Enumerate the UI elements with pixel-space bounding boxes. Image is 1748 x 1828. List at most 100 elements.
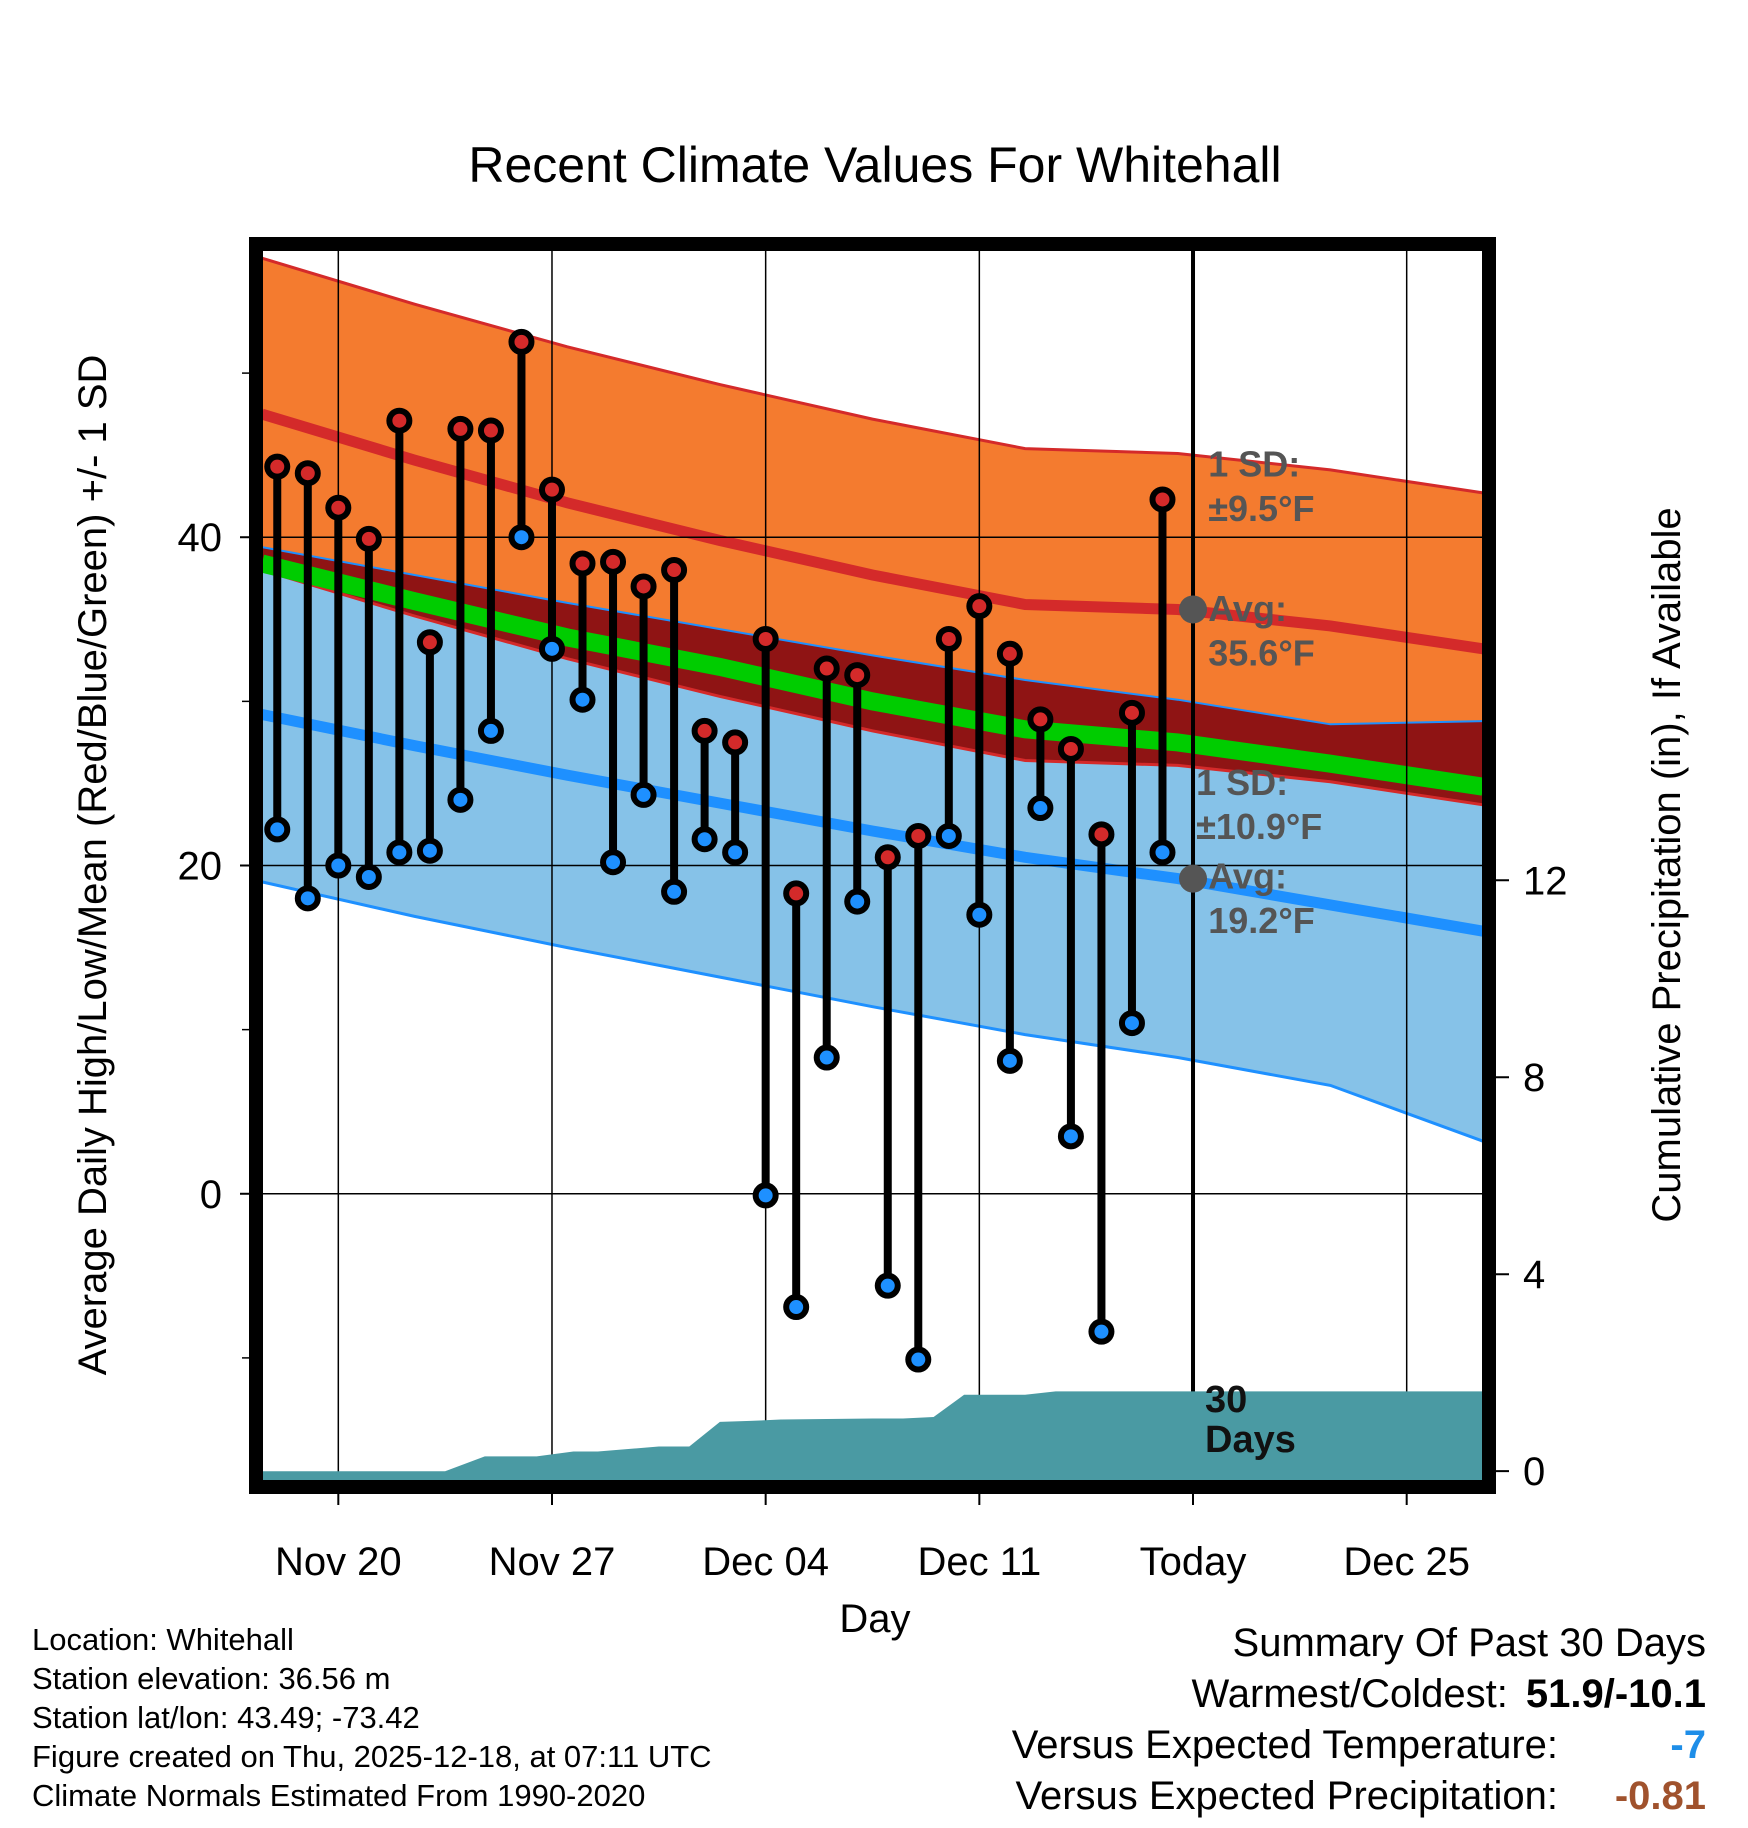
plot-frame xyxy=(249,237,1496,1494)
daily-high-point xyxy=(783,880,810,907)
x-tick-label: Dec 04 xyxy=(702,1540,829,1584)
daily-low-point xyxy=(661,878,688,905)
daily-mean-normal-line xyxy=(259,554,1485,796)
daily-high-point xyxy=(508,328,535,355)
y2-axis-label: Cumulative Precipitation (in), If Availa… xyxy=(1645,507,1689,1222)
daily-high-point xyxy=(600,548,627,575)
period-label-days: Days xyxy=(1205,1419,1296,1461)
precip-label: Versus Expected Precipitation: xyxy=(1015,1774,1558,1818)
daily-low-point xyxy=(264,816,291,843)
daily-high-point xyxy=(996,640,1023,667)
y-tick-label: 20 xyxy=(178,845,223,889)
daily-high-point xyxy=(355,525,382,552)
daily-high-point xyxy=(477,417,504,444)
x-axis-label: Day xyxy=(839,1597,910,1641)
daily-high-point xyxy=(294,460,321,487)
location-text: Location: Whitehall xyxy=(32,1622,294,1657)
annotation-text: Avg: xyxy=(1208,855,1287,896)
daily-high-point xyxy=(661,557,688,584)
daily-high-point xyxy=(874,844,901,871)
daily-high-point xyxy=(966,593,993,620)
daily-high-point xyxy=(1118,699,1145,726)
high-upper-edge xyxy=(261,256,1484,495)
daily-low-point xyxy=(813,1044,840,1071)
station-info: Location: Whitehall Station elevation: 3… xyxy=(32,1620,712,1815)
annotation-text: Avg: xyxy=(1208,588,1287,629)
daily-high-point xyxy=(1057,735,1084,762)
daily-low-point xyxy=(935,822,962,849)
avg-low-dot xyxy=(1179,864,1208,893)
daily-high-point xyxy=(844,662,871,689)
daily-high-point xyxy=(447,415,474,442)
summary-panel: Summary Of Past 30 Days Warmest/Coldest:… xyxy=(1012,1618,1706,1822)
daily-low-point xyxy=(783,1294,810,1321)
high-lower-edge xyxy=(261,568,1484,807)
x-tick-label: Today xyxy=(1140,1540,1247,1584)
daily-low-point xyxy=(386,839,413,866)
x-tick-label: Dec 25 xyxy=(1343,1540,1470,1584)
daily-high-point xyxy=(722,729,749,756)
latlon-text: Station lat/lon: 43.49; -73.42 xyxy=(32,1700,420,1735)
daily-low-point xyxy=(1057,1123,1084,1150)
daily-high-point xyxy=(1088,821,1115,848)
daily-high-point xyxy=(935,625,962,652)
summary-heading: Summary Of Past 30 Days xyxy=(1232,1621,1706,1665)
daily-high-point xyxy=(569,550,596,577)
low-lower-edge xyxy=(261,880,1484,1143)
daily-low-point xyxy=(691,826,718,853)
daily-low-point xyxy=(874,1272,901,1299)
normals-text: Climate Normals Estimated From 1990-2020 xyxy=(32,1778,646,1813)
annotation-text: 1 SD: xyxy=(1208,444,1300,485)
summary-temp-row: Versus Expected Temperature: -7 xyxy=(1012,1720,1706,1771)
annotation-text: ±9.5°F xyxy=(1208,488,1314,529)
daily-low-point xyxy=(355,863,382,890)
avg-high-dot xyxy=(1179,595,1208,624)
high-normal-line xyxy=(260,408,1484,655)
temp-label: Versus Expected Temperature: xyxy=(1011,1723,1558,1767)
daily-low-point xyxy=(447,786,474,813)
y2-tick-label: 0 xyxy=(1523,1450,1545,1494)
daily-high-point xyxy=(905,822,932,849)
daily-high-point xyxy=(325,494,352,521)
daily-high-point xyxy=(691,717,718,744)
period-label-number: 30 xyxy=(1205,1379,1247,1421)
daily-low-point xyxy=(1118,1010,1145,1037)
daily-low-point xyxy=(538,635,565,662)
daily-low-point xyxy=(966,901,993,928)
high-sd-band xyxy=(262,258,1483,805)
x-tick-label: Dec 11 xyxy=(917,1540,1041,1584)
y2-tick-label: 8 xyxy=(1523,1056,1545,1100)
x-tick-label: Nov 20 xyxy=(275,1540,402,1584)
daily-high-point xyxy=(538,476,565,503)
annotation-text: 19.2°F xyxy=(1208,900,1314,941)
annotation-text: 1 SD: xyxy=(1196,762,1288,803)
daily-high-point xyxy=(752,625,779,652)
temp-value: -7 xyxy=(1670,1723,1706,1767)
summary-warmest-row: Warmest/Coldest: 51.9/-10.1 xyxy=(1012,1669,1706,1720)
daily-low-point xyxy=(569,686,596,713)
daily-high-point xyxy=(386,407,413,434)
daily-low-point xyxy=(630,781,657,808)
daily-high-point xyxy=(416,629,443,656)
y-tick-label: 0 xyxy=(200,1173,222,1217)
daily-low-point xyxy=(1149,839,1176,866)
low-normal-line xyxy=(260,709,1484,937)
elevation-text: Station elevation: 36.56 m xyxy=(32,1661,391,1696)
y-axis-label: Average Daily High/Low/Mean (Red/Blue/Gr… xyxy=(71,355,115,1376)
annotation-text: ±10.9°F xyxy=(1196,806,1322,847)
annotation-text: 35.6°F xyxy=(1208,632,1314,673)
daily-low-point xyxy=(325,852,352,879)
daily-low-point xyxy=(1088,1318,1115,1345)
y2-tick-label: 4 xyxy=(1523,1253,1545,1297)
daily-low-point xyxy=(752,1182,779,1209)
summary-precip-row: Versus Expected Precipitation: -0.81 xyxy=(1012,1771,1706,1822)
daily-high-point xyxy=(1149,486,1176,513)
daily-low-point xyxy=(905,1346,932,1373)
chart-title: Recent Climate Values For Whitehall xyxy=(468,137,1281,193)
cumulative-precipitation-area xyxy=(262,1391,1483,1481)
y-tick-label: 40 xyxy=(178,516,223,560)
daily-low-point xyxy=(600,849,627,876)
daily-high-point xyxy=(264,453,291,480)
x-tick-label: Nov 27 xyxy=(489,1540,616,1584)
